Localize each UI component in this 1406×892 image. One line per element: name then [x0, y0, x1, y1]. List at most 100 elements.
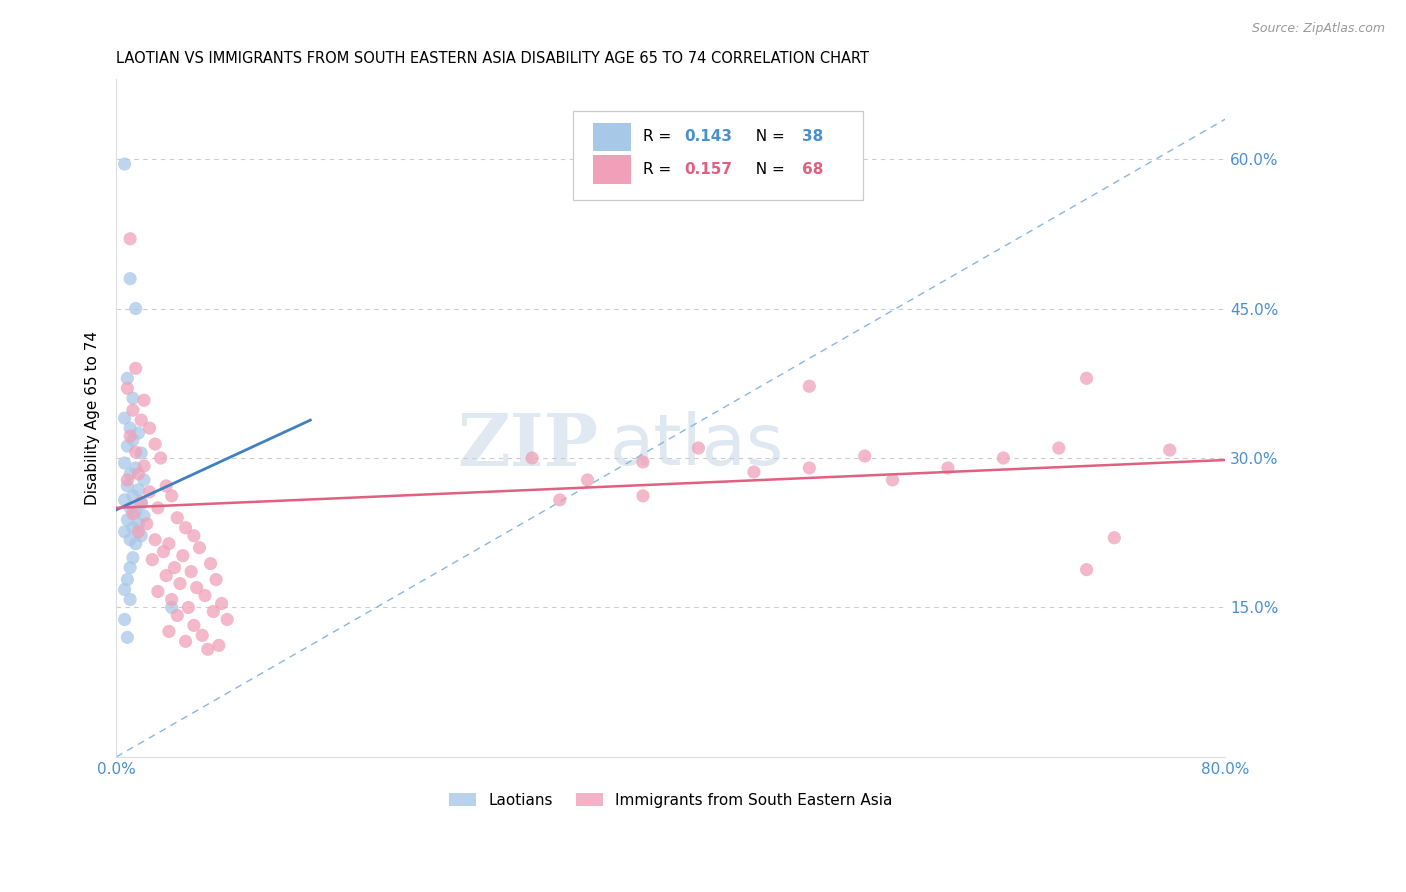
Legend: Laotians, Immigrants from South Eastern Asia: Laotians, Immigrants from South Eastern …	[443, 787, 898, 814]
Point	[122, 521, 145, 535]
Point	[117, 381, 139, 395]
Point	[122, 391, 145, 405]
Point	[1047, 441, 1070, 455]
Text: R =: R =	[643, 162, 676, 177]
Text: 0.157: 0.157	[685, 162, 733, 177]
Point	[141, 552, 163, 566]
Point	[114, 157, 136, 171]
Point	[631, 455, 654, 469]
Point	[166, 510, 188, 524]
Point	[520, 450, 543, 465]
Point	[853, 449, 876, 463]
Point	[1159, 443, 1181, 458]
Point	[135, 516, 157, 531]
Point	[120, 467, 142, 481]
Point	[799, 379, 821, 393]
FancyBboxPatch shape	[593, 123, 631, 151]
Point	[117, 631, 139, 645]
Point	[117, 473, 139, 487]
Point	[191, 628, 214, 642]
Point	[132, 508, 155, 523]
Point	[117, 371, 139, 385]
Point	[169, 576, 191, 591]
Point	[122, 550, 145, 565]
Point	[143, 533, 166, 547]
Point	[174, 521, 197, 535]
Point	[114, 492, 136, 507]
Point	[160, 592, 183, 607]
Point	[160, 489, 183, 503]
Point	[1076, 371, 1098, 385]
Y-axis label: Disability Age 65 to 74: Disability Age 65 to 74	[86, 331, 100, 505]
Point	[132, 473, 155, 487]
Text: 68: 68	[801, 162, 823, 177]
Point	[160, 600, 183, 615]
Point	[799, 461, 821, 475]
Point	[157, 624, 180, 639]
Point	[129, 413, 152, 427]
Text: 38: 38	[801, 129, 823, 145]
Point	[146, 584, 169, 599]
Point	[166, 608, 188, 623]
Point	[120, 421, 142, 435]
Point	[117, 513, 139, 527]
Point	[127, 516, 149, 531]
Point	[127, 483, 149, 497]
Text: Source: ZipAtlas.com: Source: ZipAtlas.com	[1251, 22, 1385, 36]
Point	[114, 582, 136, 597]
Point	[208, 638, 231, 652]
Point	[138, 484, 160, 499]
Point	[127, 426, 149, 441]
Point	[183, 618, 205, 632]
Point	[120, 500, 142, 515]
Point	[120, 232, 142, 246]
Point	[124, 461, 146, 475]
Point	[688, 441, 710, 455]
FancyBboxPatch shape	[574, 112, 862, 200]
Point	[138, 421, 160, 435]
Text: N =: N =	[747, 162, 790, 177]
Point	[114, 524, 136, 539]
Point	[882, 473, 904, 487]
Point	[205, 573, 228, 587]
Point	[124, 361, 146, 376]
Point	[157, 537, 180, 551]
Point	[120, 592, 142, 607]
Point	[202, 604, 225, 618]
Point	[155, 479, 177, 493]
Point	[129, 446, 152, 460]
Point	[1104, 531, 1126, 545]
Point	[631, 489, 654, 503]
Point	[120, 560, 142, 574]
Point	[194, 589, 217, 603]
Point	[124, 505, 146, 519]
Text: N =: N =	[747, 129, 790, 145]
Point	[120, 271, 142, 285]
Point	[129, 529, 152, 543]
Point	[186, 581, 208, 595]
Point	[117, 573, 139, 587]
Point	[114, 411, 136, 425]
Point	[146, 500, 169, 515]
Point	[127, 524, 149, 539]
Text: ZIP: ZIP	[458, 409, 599, 481]
Point	[129, 497, 152, 511]
Point	[197, 642, 219, 657]
Point	[152, 544, 174, 558]
Point	[155, 568, 177, 582]
Point	[217, 612, 239, 626]
Point	[122, 403, 145, 417]
Point	[1076, 563, 1098, 577]
Point	[124, 537, 146, 551]
Point	[124, 301, 146, 316]
Point	[143, 437, 166, 451]
Text: LAOTIAN VS IMMIGRANTS FROM SOUTH EASTERN ASIA DISABILITY AGE 65 TO 74 CORRELATIO: LAOTIAN VS IMMIGRANTS FROM SOUTH EASTERN…	[117, 51, 869, 66]
Point	[200, 557, 222, 571]
Point	[936, 461, 959, 475]
Point	[129, 495, 152, 509]
Point	[132, 393, 155, 408]
Point	[180, 565, 202, 579]
Point	[122, 489, 145, 503]
Point	[117, 439, 139, 453]
Point	[149, 450, 172, 465]
